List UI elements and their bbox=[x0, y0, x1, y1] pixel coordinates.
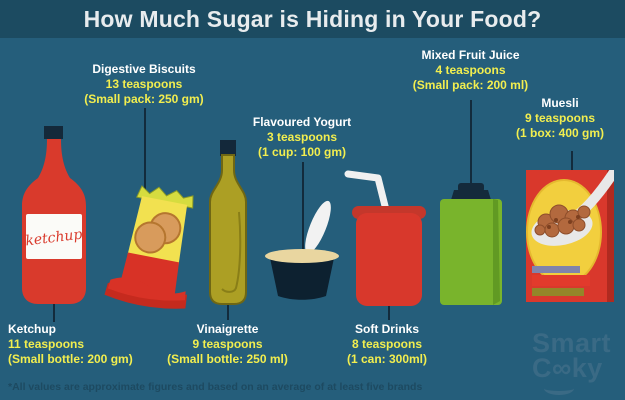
item-name: Flavoured Yogurt bbox=[252, 115, 352, 129]
connector-line bbox=[470, 100, 472, 186]
ketchup-bottle-icon: ketchup bbox=[22, 126, 86, 304]
item-label-mixed-fruit-juice: Mixed Fruit Juice 4 teaspoons (Small pac… bbox=[393, 48, 548, 93]
item-label-digestive-biscuits: Digestive Biscuits 13 teaspoons (Small p… bbox=[55, 62, 233, 107]
svg-text:ketchup: ketchup bbox=[24, 227, 83, 250]
biscuit-pack-icon bbox=[104, 185, 194, 309]
connector-line bbox=[227, 302, 229, 320]
item-name: Mixed Fruit Juice bbox=[421, 48, 520, 62]
item-serving: (Small pack: 200 ml) bbox=[412, 78, 529, 92]
item-amount: 9 teaspoons bbox=[192, 337, 263, 351]
item-label-soft-drinks: Soft Drinks 8 teaspoons (1 can: 300ml) bbox=[312, 322, 462, 367]
connector-line bbox=[53, 303, 55, 322]
logo-line1: Smart bbox=[532, 328, 612, 358]
item-serving: (1 cup: 100 gm) bbox=[257, 145, 347, 159]
item-amount: 11 teaspoons bbox=[8, 337, 85, 351]
logo-line2: C∞ky bbox=[532, 353, 603, 383]
logo-smile-icon bbox=[544, 382, 574, 395]
item-name: Digestive Biscuits bbox=[92, 62, 196, 76]
item-label-muesli: Muesli 9 teaspoons (1 box: 400 gm) bbox=[497, 96, 623, 141]
page-title: How Much Sugar is Hiding in Your Food? bbox=[83, 5, 542, 32]
connector-line bbox=[302, 162, 304, 256]
item-serving: (Small pack: 250 gm) bbox=[84, 92, 204, 106]
muesli-box-icon bbox=[526, 170, 614, 302]
item-name: Soft Drinks bbox=[354, 322, 419, 336]
title-band: How Much Sugar is Hiding in Your Food? bbox=[0, 0, 625, 38]
item-serving: (Small bottle: 250 ml) bbox=[167, 352, 288, 366]
connector-line bbox=[388, 305, 390, 320]
item-label-vinaigrette: Vinaigrette 9 teaspoons (Small bottle: 2… bbox=[150, 322, 305, 367]
item-label-ketchup: Ketchup 11 teaspoons (Small bottle: 200 … bbox=[8, 322, 188, 367]
soda-can-icon bbox=[344, 170, 426, 306]
item-label-flavoured-yogurt: Flavoured Yogurt 3 teaspoons (1 cup: 100… bbox=[227, 115, 377, 160]
item-name: Ketchup bbox=[8, 322, 56, 336]
footnote: *All values are approximate figures and … bbox=[8, 381, 423, 393]
item-serving: (1 can: 300ml) bbox=[346, 352, 428, 366]
connector-line bbox=[571, 151, 573, 172]
item-amount: 8 teaspoons bbox=[351, 337, 423, 351]
item-name: Muesli bbox=[541, 96, 579, 110]
item-name: Vinaigrette bbox=[196, 322, 259, 336]
item-amount: 3 teaspoons bbox=[266, 130, 338, 144]
juice-pack-icon bbox=[440, 183, 502, 305]
item-serving: (Small bottle: 200 gm) bbox=[8, 352, 133, 366]
yogurt-cup-icon bbox=[265, 200, 339, 300]
connector-line bbox=[144, 108, 146, 190]
smartcooky-logo: Smart C∞ky bbox=[532, 328, 612, 395]
item-serving: (1 box: 400 gm) bbox=[515, 126, 605, 140]
item-amount: 9 teaspoons bbox=[524, 111, 596, 125]
item-amount: 13 teaspoons bbox=[105, 77, 183, 91]
item-amount: 4 teaspoons bbox=[435, 63, 506, 77]
oil-bottle-icon bbox=[209, 140, 247, 305]
